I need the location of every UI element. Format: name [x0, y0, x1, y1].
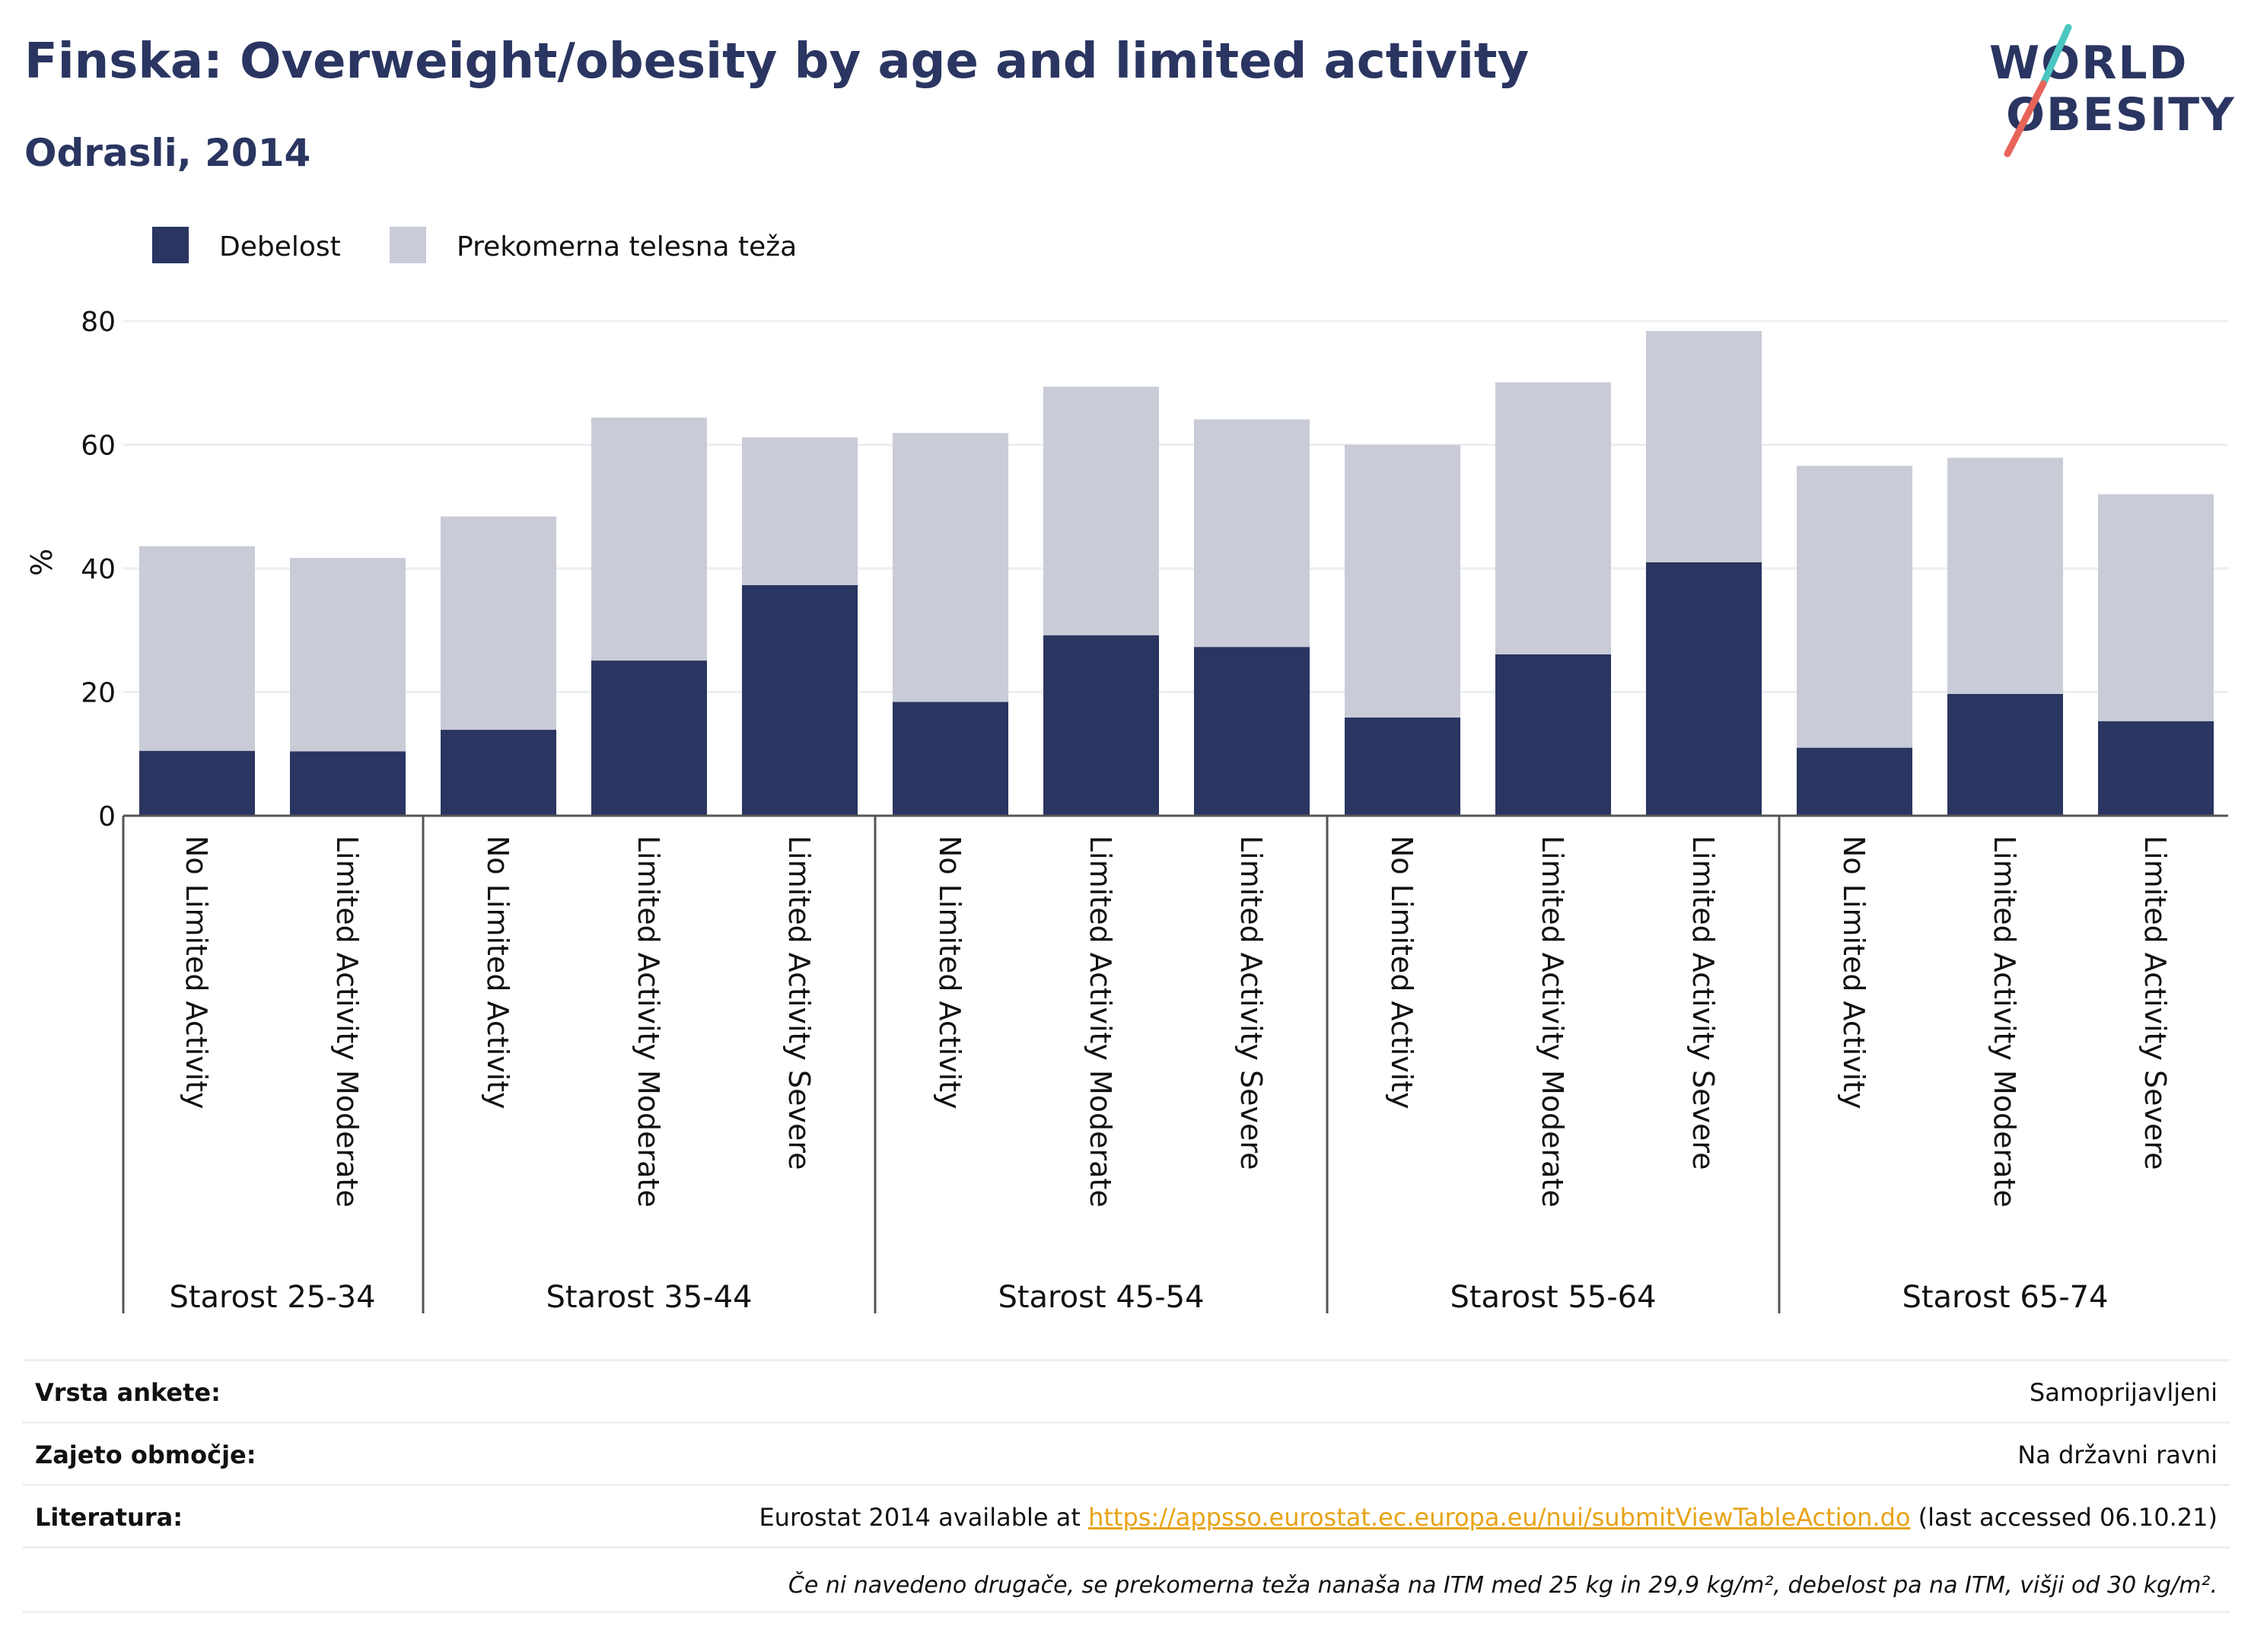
- bar-obesity-6: [893, 702, 1008, 816]
- x-category-label: Limited Activity Moderate: [330, 836, 364, 1208]
- coverage-row: Zajeto območje: Na državni ravni: [23, 1421, 2230, 1486]
- reference-row: Literatura: Eurostat 2014 available at h…: [23, 1484, 2230, 1549]
- page-title: Finska: Overweight/obesity by age and li…: [24, 33, 1530, 90]
- bar-overweight-11: [1646, 331, 1762, 562]
- survey-type-label: Vrsta ankete:: [35, 1378, 221, 1407]
- bar-obesity-5: [742, 584, 858, 816]
- x-group-label: Starost 35-44: [546, 1280, 752, 1315]
- bar-obesity-10: [1495, 654, 1611, 816]
- y-tick-label: 40: [81, 554, 116, 585]
- x-category-label: No Limited Activity: [1385, 836, 1418, 1109]
- legend-label-1: Debelost: [219, 231, 341, 263]
- bar-overweight-6: [893, 433, 1008, 702]
- bar-overweight-4: [591, 417, 707, 661]
- legend-swatch-2: [390, 227, 426, 263]
- note-divider: [23, 1546, 2230, 1549]
- bar-obesity-9: [1345, 717, 1460, 816]
- x-category-label: No Limited Activity: [180, 836, 213, 1109]
- x-category-label: No Limited Activity: [1837, 836, 1871, 1109]
- y-tick-label: 60: [81, 431, 116, 462]
- reference-prefix: Eurostat 2014 available at: [759, 1503, 1089, 1532]
- logo-line-1: WORLD: [1989, 37, 2189, 90]
- bar-obesity-8: [1194, 647, 1310, 816]
- y-tick-label: 80: [81, 307, 116, 338]
- x-category-label: Limited Activity Severe: [782, 836, 816, 1170]
- bar-overweight-14: [2098, 494, 2214, 721]
- legend-swatch-1: [152, 227, 189, 263]
- bars: [139, 331, 2214, 816]
- x-category-label: No Limited Activity: [481, 836, 514, 1109]
- bar-obesity-14: [2098, 721, 2214, 816]
- x-category-label: No Limited Activity: [933, 836, 966, 1109]
- stacked-bar-chart: Debelost Prekomerna telesna teža 0 20 40 60 8…: [25, 227, 2228, 1315]
- reference-label: Literatura:: [35, 1503, 183, 1532]
- x-category-label: Limited Activity Severe: [1686, 836, 1720, 1170]
- x-category-label: Limited Activity Severe: [2138, 836, 2172, 1170]
- logo-slash-icon: [2004, 24, 2072, 158]
- survey-type-value: Samoprijavljeni: [2029, 1378, 2218, 1407]
- bar-overweight-13: [1947, 457, 2063, 694]
- world-obesity-logo: WORLD OBESITY: [1986, 23, 2234, 160]
- bar-overweight-2: [290, 558, 406, 752]
- bar-obesity-3: [441, 730, 556, 816]
- coverage-label: Zajeto območje:: [35, 1440, 256, 1469]
- x-category-label: Limited Activity Severe: [1234, 836, 1268, 1170]
- x-category-label: Limited Activity Moderate: [1988, 836, 2021, 1208]
- bar-obesity-4: [591, 660, 707, 816]
- x-category-label: Limited Activity Moderate: [1084, 836, 1117, 1208]
- survey-type-row: Vrsta ankete: Samoprijavljeni: [23, 1359, 2230, 1424]
- x-category-label: Limited Activity Moderate: [632, 836, 665, 1208]
- x-group-label: Starost 25-34: [169, 1280, 375, 1315]
- logo-line-2: OBESITY: [2006, 88, 2236, 142]
- bar-obesity-7: [1043, 635, 1159, 816]
- grid-lines: [123, 320, 2228, 693]
- chart-legend: Debelost Prekomerna telesna teža: [152, 227, 797, 263]
- x-group-label: Starost 55-64: [1450, 1280, 1656, 1315]
- legend-label-2: Prekomerna telesna teža: [457, 231, 797, 263]
- bar-overweight-10: [1495, 382, 1611, 654]
- bar-obesity-1: [139, 750, 255, 816]
- bar-overweight-9: [1345, 444, 1460, 718]
- axes: [122, 814, 2228, 1313]
- bar-overweight-3: [441, 516, 556, 731]
- bar-obesity-11: [1646, 562, 1762, 816]
- bar-overweight-12: [1797, 466, 1912, 748]
- bar-obesity-2: [290, 751, 406, 816]
- y-tick-label: 20: [81, 678, 116, 709]
- bar-overweight-8: [1194, 419, 1310, 648]
- definition-note: Če ni navedeno drugače, se prekomerna te…: [788, 1572, 2218, 1599]
- bar-overweight-5: [742, 437, 858, 585]
- reference-suffix: (last accessed 06.10.21): [1910, 1503, 2218, 1532]
- axis-labels: 0 20 40 60 80% No Limited Activity Limited Act…: [25, 307, 2172, 1315]
- y-axis-label: %: [25, 549, 59, 576]
- bottom-divider: [23, 1611, 2230, 1613]
- reference-value: Eurostat 2014 available at https://appss…: [759, 1503, 2218, 1532]
- y-tick-label: 0: [98, 801, 116, 832]
- x-group-label: Starost 45-54: [998, 1280, 1204, 1315]
- x-group-label: Starost 65-74: [1902, 1280, 2108, 1315]
- bar-obesity-12: [1797, 747, 1912, 816]
- bar-overweight-7: [1043, 387, 1159, 635]
- bar-obesity-13: [1947, 693, 2063, 816]
- coverage-value: Na državni ravni: [2017, 1440, 2218, 1469]
- x-category-label: Limited Activity Moderate: [1536, 836, 1569, 1208]
- page-subtitle: Odrasli, 2014: [24, 131, 311, 175]
- bar-overweight-1: [139, 546, 255, 751]
- reference-link[interactable]: https://appsso.eurostat.ec.europa.eu/nui…: [1088, 1503, 1911, 1532]
